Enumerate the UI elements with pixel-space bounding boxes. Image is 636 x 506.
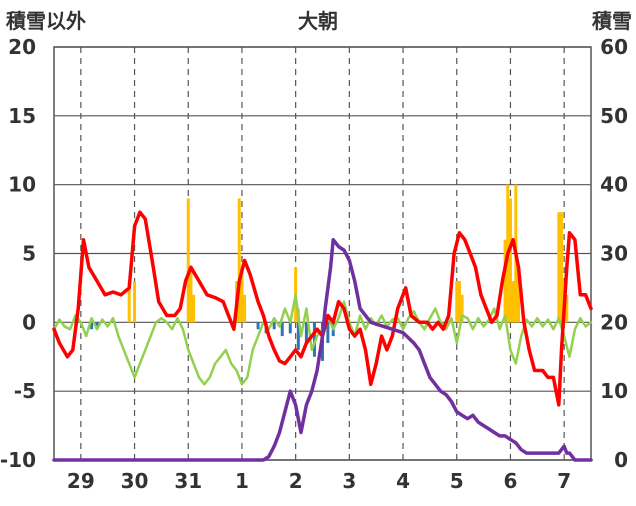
left-tick-label: 10 — [8, 173, 36, 197]
blue-bar — [90, 322, 94, 330]
lines-layer — [52, 210, 593, 462]
x-tick-label: 2 — [289, 469, 303, 493]
orange-bar — [508, 198, 512, 323]
blue-bar — [296, 322, 300, 350]
left-tick-label: 0 — [22, 310, 36, 334]
orange-bar — [127, 281, 131, 323]
orange-bar — [237, 198, 241, 323]
blue-bar — [95, 322, 99, 327]
right-tick-label: 50 — [600, 104, 628, 128]
orange-bar — [517, 267, 521, 323]
left-tick-label: 20 — [8, 35, 36, 59]
x-tick-label: 31 — [174, 469, 202, 493]
orange-bar — [240, 267, 244, 323]
left-tick-label: 15 — [8, 104, 36, 128]
orange-bar — [559, 212, 563, 323]
orange-bar — [189, 267, 193, 323]
x-tick-label: 29 — [67, 469, 95, 493]
grid-layer — [54, 46, 591, 461]
orange-bar — [192, 294, 196, 323]
orange-bar — [455, 281, 459, 323]
right-axis-label: 積雪 — [592, 9, 632, 33]
right-tick-label: 30 — [600, 242, 628, 266]
right-tick-label: 40 — [600, 173, 628, 197]
blue-bar — [288, 322, 292, 334]
x-tick-label: 7 — [557, 469, 571, 493]
left-tick-label: -10 — [0, 448, 36, 472]
x-tick-label: 5 — [450, 469, 464, 493]
blue-bar — [256, 322, 260, 330]
x-tick-label: 30 — [121, 469, 149, 493]
orange-bar — [186, 198, 190, 323]
orange-bar — [133, 281, 137, 323]
left-tick-label: 5 — [22, 242, 36, 266]
left-axis-label: 積雪以外 — [6, 9, 86, 33]
right-tick-label: 20 — [600, 310, 628, 334]
right-tick-label: 0 — [614, 448, 628, 472]
red-line — [52, 210, 593, 407]
chart-title: 大朝 — [298, 9, 338, 33]
blue-bar — [280, 322, 284, 337]
x-tick-label: 3 — [342, 469, 356, 493]
right-tick-label: 10 — [600, 379, 628, 403]
orange-bar — [243, 294, 247, 323]
blue-bar — [272, 322, 276, 330]
orange-bar — [457, 281, 461, 323]
orange-bar — [557, 212, 561, 323]
orange-bar — [511, 281, 515, 323]
blue-bar — [304, 322, 308, 343]
right-tick-label: 60 — [600, 35, 628, 59]
orange-bar — [503, 239, 507, 323]
orange-bar — [565, 294, 569, 323]
x-tick-label: 4 — [396, 469, 410, 493]
blue-bar — [326, 322, 330, 343]
orange-bar — [460, 294, 464, 323]
left-tick-label: -5 — [14, 379, 36, 403]
purple-line — [52, 237, 593, 462]
ticks-layer: -10 -5 0 5 10 15 20 0 10 20 30 40 50 60 29 30 31 1 2 3 4 5 6 7 — [0, 35, 628, 493]
x-tick-label: 6 — [503, 469, 517, 493]
x-tick-label: 1 — [235, 469, 249, 493]
